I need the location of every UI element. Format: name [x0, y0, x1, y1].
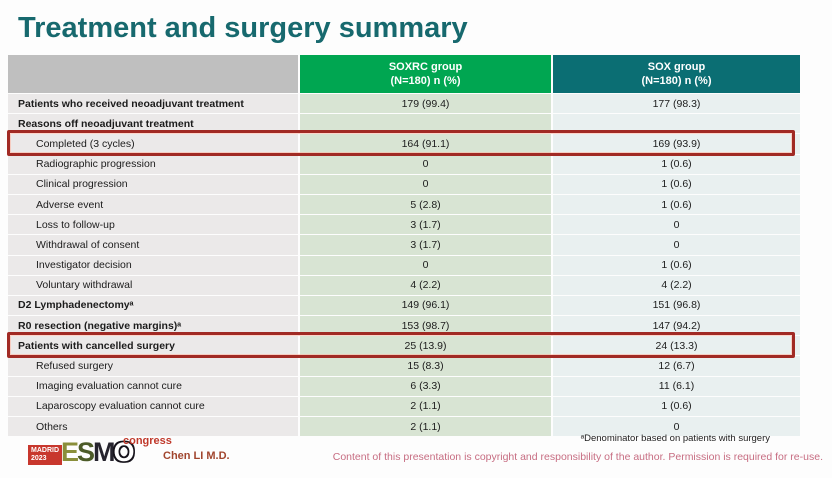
row-label-cell: Others — [8, 417, 298, 437]
year-label: 2023 — [31, 455, 47, 463]
soxrc-header-line2: (N=180) n (%) — [390, 75, 461, 87]
soxrc-value-cell: 15 (8.3) — [300, 356, 551, 376]
madrid-label: MADRID — [31, 447, 59, 454]
table-row: R0 resection (negative margins)ᵃ 153 (98… — [8, 316, 800, 336]
sox-value-cell: 1 (0.6) — [553, 154, 800, 174]
esmo-wordmark: ESMO — [61, 437, 135, 468]
madrid-2023-badge: MADRID 2023 — [28, 445, 62, 466]
row-label-cell: Voluntary withdrawal — [8, 275, 298, 295]
sox-value-cell: 0 — [553, 215, 800, 235]
table-row: Others 2 (1.1) 0 — [8, 417, 800, 437]
table-header-soxrc-group: SOXRC group (N=180) n (%) — [300, 55, 551, 93]
sox-value-cell: 0 — [553, 417, 800, 437]
table-row: Withdrawal of consent 3 (1.7) 0 — [8, 235, 800, 255]
row-label-cell: Imaging evaluation cannot cure — [8, 376, 298, 396]
table-row: Imaging evaluation cannot cure 6 (3.3) 1… — [8, 376, 800, 396]
row-label-cell: Loss to follow-up — [8, 215, 298, 235]
row-label-cell: Laparoscopy evaluation cannot cure — [8, 396, 298, 416]
soxrc-header-line1: SOXRC group — [388, 60, 463, 73]
sox-value-cell: 0 — [553, 235, 800, 255]
sox-header-line2: (N=180) n (%) — [641, 75, 712, 87]
soxrc-value-cell: 0 — [300, 174, 551, 194]
table-row: Investigator decision 0 1 (0.6) — [8, 255, 800, 275]
soxrc-value-cell: 4 (2.2) — [300, 275, 551, 295]
sox-value-cell: 177 (98.3) — [553, 94, 800, 114]
summary-table: SOXRC group (N=180) n (%) SOX group (N=1… — [7, 55, 800, 437]
row-label-cell: Adverse event — [8, 194, 298, 215]
sox-value-cell: 169 (93.9) — [553, 134, 800, 154]
table-row: D2 Lymphadenectomyᵃ 149 (96.1) 151 (96.8… — [8, 295, 800, 316]
sox-value-cell: 151 (96.8) — [553, 295, 800, 316]
row-label-cell: R0 resection (negative margins)ᵃ — [8, 316, 298, 336]
soxrc-value-cell: 6 (3.3) — [300, 376, 551, 396]
soxrc-value-cell: 153 (98.7) — [300, 316, 551, 336]
table-row: Voluntary withdrawal 4 (2.2) 4 (2.2) — [8, 275, 800, 295]
esmo-congress-logo: MADRID 2023 ESMO congress — [28, 435, 172, 471]
table-row: Adverse event 5 (2.8) 1 (0.6) — [8, 194, 800, 215]
table-row: Laparoscopy evaluation cannot cure 2 (1.… — [8, 396, 800, 416]
copyright-notice: Content of this presentation is copyrigh… — [332, 451, 823, 463]
soxrc-value-cell: 25 (13.9) — [300, 336, 551, 356]
sox-value-cell: 12 (6.7) — [553, 356, 800, 376]
table-row: Radiographic progression 0 1 (0.6) — [8, 154, 800, 174]
table-row: Refused surgery 15 (8.3) 12 (6.7) — [8, 356, 800, 376]
soxrc-value-cell: 3 (1.7) — [300, 215, 551, 235]
page-title: Treatment and surgery summary — [18, 12, 468, 44]
soxrc-value-cell — [300, 114, 551, 134]
table-row: Clinical progression 0 1 (0.6) — [8, 174, 800, 194]
sox-value-cell: 11 (6.1) — [553, 376, 800, 396]
denominator-footnote: ᵃDenominator based on patients with surg… — [580, 433, 770, 444]
row-label-cell: Investigator decision — [8, 255, 298, 275]
table-row: Reasons off neoadjuvant treatment — [8, 114, 800, 134]
soxrc-value-cell: 0 — [300, 255, 551, 275]
row-label-cell: D2 Lymphadenectomyᵃ — [8, 295, 298, 316]
soxrc-value-cell: 0 — [300, 154, 551, 174]
table-row: Patients who received neoadjuvant treatm… — [8, 94, 800, 114]
row-label-cell: Completed (3 cycles) — [8, 134, 298, 154]
author-credit: Chen LI M.D. — [163, 450, 230, 462]
sox-header-line1: SOX group — [647, 60, 706, 73]
soxrc-value-cell: 2 (1.1) — [300, 417, 551, 437]
sox-value-cell — [553, 114, 800, 134]
sox-value-cell: 1 (0.6) — [553, 255, 800, 275]
soxrc-value-cell: 164 (91.1) — [300, 134, 551, 154]
sox-value-cell: 4 (2.2) — [553, 275, 800, 295]
sox-value-cell: 147 (94.2) — [553, 316, 800, 336]
esmo-letter-e: E — [61, 437, 79, 467]
table-header-blank — [8, 55, 298, 93]
table-body: Patients who received neoadjuvant treatm… — [8, 94, 800, 437]
row-label-cell: Refused surgery — [8, 356, 298, 376]
soxrc-value-cell: 149 (96.1) — [300, 295, 551, 316]
table-row: Completed (3 cycles) 164 (91.1) 169 (93.… — [8, 134, 800, 154]
sox-value-cell: 1 (0.6) — [553, 174, 800, 194]
sox-value-cell: 1 (0.6) — [553, 396, 800, 416]
esmo-letter-m: M — [93, 437, 115, 467]
row-label-cell: Clinical progression — [8, 174, 298, 194]
table-header-row: SOXRC group (N=180) n (%) SOX group (N=1… — [8, 55, 800, 93]
soxrc-value-cell: 2 (1.1) — [300, 396, 551, 416]
congress-label: congress — [123, 435, 172, 447]
esmo-letter-o: O — [113, 437, 135, 467]
sox-value-cell: 1 (0.6) — [553, 194, 800, 215]
row-label-cell: Patients with cancelled surgery — [8, 336, 298, 356]
soxrc-value-cell: 5 (2.8) — [300, 194, 551, 215]
sox-value-cell: 24 (13.3) — [553, 336, 800, 356]
row-label-cell: Reasons off neoadjuvant treatment — [8, 114, 298, 134]
table-row: Loss to follow-up 3 (1.7) 0 — [8, 215, 800, 235]
table-header-sox-group: SOX group (N=180) n (%) — [553, 55, 800, 93]
row-label-cell: Withdrawal of consent — [8, 235, 298, 255]
row-label-cell: Patients who received neoadjuvant treatm… — [8, 94, 298, 114]
table-row: Patients with cancelled surgery 25 (13.9… — [8, 336, 800, 356]
esmo-letter-s: S — [77, 437, 95, 467]
soxrc-value-cell: 3 (1.7) — [300, 235, 551, 255]
soxrc-value-cell: 179 (99.4) — [300, 94, 551, 114]
row-label-cell: Radiographic progression — [8, 154, 298, 174]
